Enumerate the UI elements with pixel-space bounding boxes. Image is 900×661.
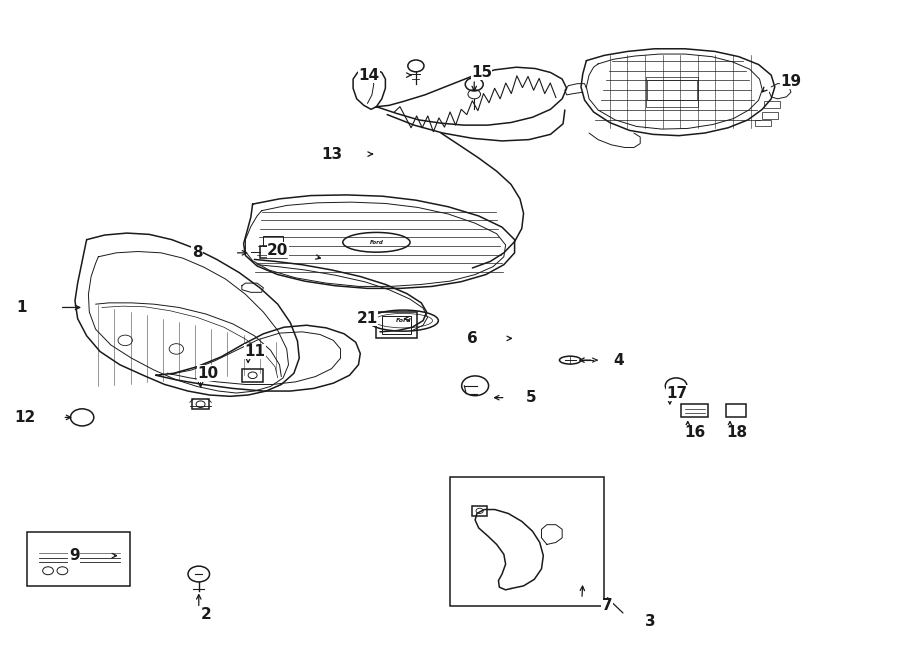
Bar: [260, 247, 287, 258]
Bar: [242, 369, 264, 382]
Text: 11: 11: [245, 344, 266, 359]
Text: 8: 8: [192, 245, 202, 260]
Text: 13: 13: [321, 147, 342, 161]
Text: 20: 20: [267, 243, 288, 258]
Text: 14: 14: [359, 67, 380, 83]
Bar: [681, 405, 708, 417]
Text: 18: 18: [726, 425, 748, 440]
Text: 1: 1: [17, 300, 27, 315]
Bar: [450, 477, 604, 605]
Text: 21: 21: [356, 311, 378, 326]
Text: 10: 10: [197, 366, 219, 381]
Bar: [764, 101, 780, 108]
Bar: [264, 236, 284, 247]
Text: 6: 6: [467, 331, 478, 346]
Text: 7: 7: [602, 598, 612, 613]
Text: Ford: Ford: [370, 240, 383, 245]
Text: 3: 3: [644, 614, 655, 629]
Bar: [472, 506, 487, 516]
Text: 2: 2: [201, 607, 212, 623]
Bar: [376, 312, 417, 338]
Bar: [762, 112, 778, 118]
Text: 5: 5: [526, 390, 536, 405]
Bar: [193, 399, 209, 409]
Text: 12: 12: [14, 410, 35, 425]
Text: 19: 19: [780, 74, 802, 89]
Text: 4: 4: [614, 352, 624, 368]
Text: 15: 15: [471, 65, 492, 80]
Bar: [755, 120, 771, 126]
Text: Ford: Ford: [395, 318, 411, 323]
Bar: [382, 316, 411, 334]
Text: 9: 9: [68, 548, 79, 563]
Bar: [645, 77, 698, 106]
Bar: [647, 81, 697, 100]
Bar: [726, 405, 746, 417]
Bar: [26, 532, 130, 586]
Text: 16: 16: [684, 425, 706, 440]
Text: 17: 17: [666, 385, 688, 401]
